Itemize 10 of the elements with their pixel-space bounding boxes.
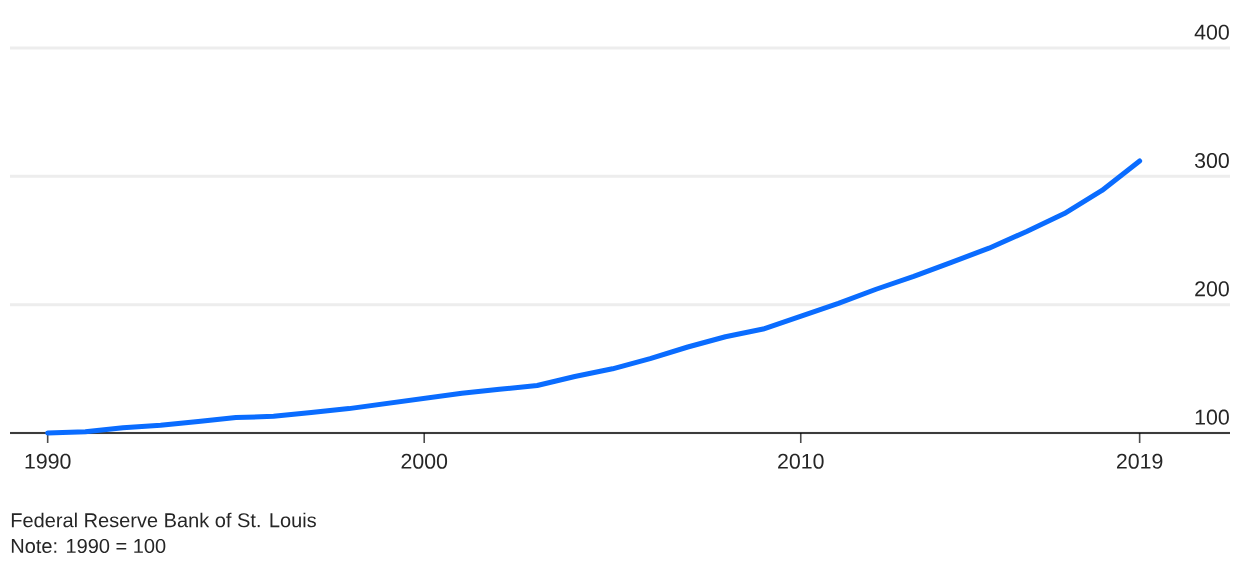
x-tick-label: 2010 xyxy=(778,453,824,469)
y-tick-label: 200 xyxy=(1195,281,1229,297)
x-tick-label: 2019 xyxy=(1116,453,1163,469)
text: Note: 1990 = 100 xyxy=(11,538,166,554)
x-tick-label: 1990 xyxy=(25,453,71,469)
text: Federal Reserve Bank of St. Louis xyxy=(11,512,316,528)
y-tick-label: 400 xyxy=(1194,24,1229,40)
y-tick-label: 300 xyxy=(1194,152,1229,169)
x-tick-label: 2000 xyxy=(401,453,448,469)
y-tick-label: 100 xyxy=(1195,409,1229,425)
